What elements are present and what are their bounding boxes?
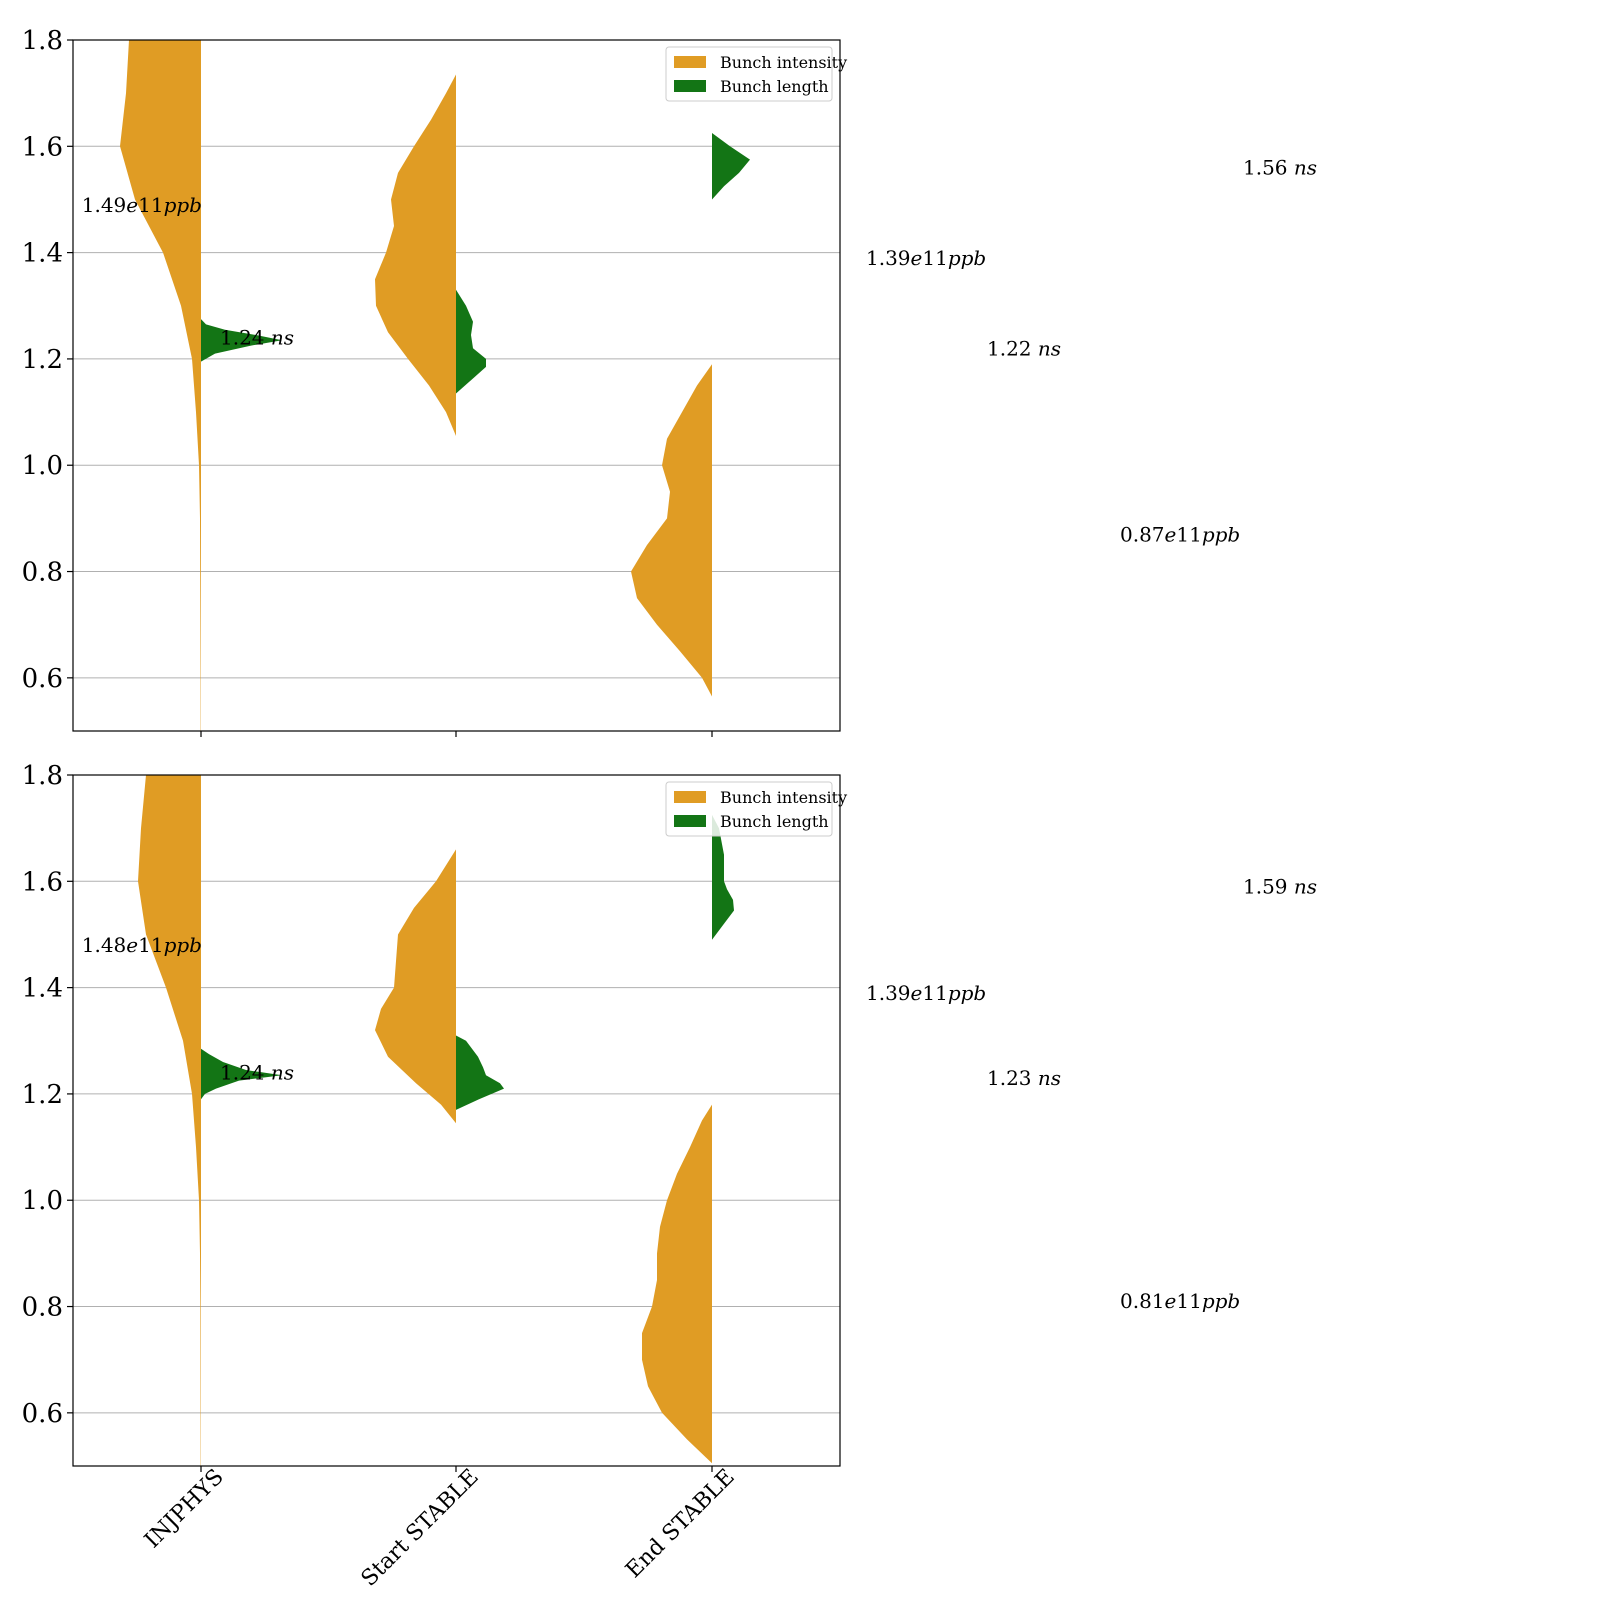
x-category-label: INJPHYS	[140, 1465, 229, 1554]
length-violin-2	[712, 133, 750, 200]
value-annotation: 1.39e11ppb	[866, 981, 986, 1005]
value-annotation: 1.39e11ppb	[866, 246, 986, 270]
value-annotation: 1.22 ns	[987, 336, 1061, 360]
y-tick-label: 1.4	[22, 974, 63, 1004]
y-tick-label: 1.2	[22, 345, 63, 375]
y-tick-label: 1.6	[22, 867, 63, 897]
intensity-violin-2	[631, 364, 712, 697]
length-violin-0	[201, 319, 282, 362]
legend-label: Bunch intensity	[720, 788, 847, 807]
x-category-label: End STABLE	[621, 1465, 739, 1583]
length-violin-1	[456, 289, 486, 394]
length-violin-0	[201, 1048, 282, 1100]
intensity-violin-2	[642, 1104, 712, 1464]
y-tick-label: 1.8	[22, 761, 63, 791]
value-annotation: 1.59 ns	[1243, 875, 1317, 899]
intensity-violin-1	[375, 74, 456, 436]
value-annotation: 0.87e11ppb	[1120, 522, 1240, 546]
intensity-violin-0	[138, 775, 201, 1466]
y-tick-label: 1.2	[22, 1080, 63, 1110]
intensity-violin-1	[375, 849, 456, 1124]
y-tick-label: 1.4	[22, 239, 63, 269]
value-annotation: 1.23 ns	[987, 1066, 1061, 1090]
length-violin-2	[712, 814, 734, 940]
y-tick-label: 0.8	[22, 1293, 63, 1323]
legend-label: Bunch length	[720, 812, 829, 831]
y-tick-label: 0.6	[22, 1399, 63, 1429]
legend-swatch	[674, 815, 706, 827]
y-tick-label: 0.8	[22, 558, 63, 588]
y-tick-label: 1.8	[22, 26, 63, 56]
value-annotation: 1.48e11ppb	[82, 933, 202, 957]
y-tick-label: 1.0	[22, 451, 63, 481]
value-annotation: 1.56 ns	[1243, 156, 1317, 180]
value-annotation: 0.81e11ppb	[1120, 1289, 1240, 1313]
value-annotation: 1.24 ns	[220, 1061, 294, 1085]
value-annotation: 1.49e11ppb	[82, 193, 202, 217]
y-tick-label: 1.0	[22, 1186, 63, 1216]
length-violin-1	[456, 1035, 504, 1110]
legend-label: Bunch length	[720, 77, 829, 96]
legend: Bunch intensity Bunch length	[665, 46, 847, 102]
legend-swatch	[674, 791, 706, 803]
legend-swatch	[674, 56, 706, 68]
y-tick-label: 1.6	[22, 132, 63, 162]
legend-label: Bunch intensity	[720, 53, 847, 72]
x-category-label: Start STABLE	[357, 1465, 484, 1592]
intensity-violin-0	[120, 40, 201, 731]
y-tick-label: 0.6	[22, 664, 63, 694]
value-annotation: 1.24 ns	[220, 326, 294, 350]
legend: Bunch intensity Bunch length	[665, 781, 847, 837]
x-category-labels: INJPHYS Start STABLE End STABLE	[140, 1465, 740, 1592]
legend-swatch	[674, 80, 706, 92]
